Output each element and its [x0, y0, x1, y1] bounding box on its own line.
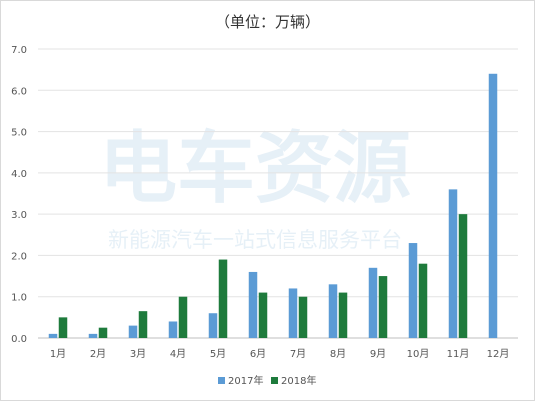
legend-swatch — [218, 377, 225, 384]
x-tick-label: 4月 — [170, 348, 186, 360]
bar-2018年-11月 — [458, 214, 468, 338]
x-tick-label: 5月 — [210, 348, 226, 360]
bars — [48, 73, 498, 339]
x-tick-label: 6月 — [250, 348, 266, 360]
bar-2018年-5月 — [218, 259, 228, 338]
legend-swatch — [271, 377, 278, 384]
x-tick-label: 3月 — [130, 348, 146, 360]
watermark-brand: 电车资源 — [99, 124, 411, 214]
watermark-slogan: 新能源汽车一站式信息服务平台 — [108, 228, 402, 252]
y-tick-label: 3.0 — [11, 210, 27, 221]
bar-2017年-9月 — [368, 267, 378, 338]
bar-2018年-1月 — [58, 317, 68, 338]
bar-2018年-3月 — [138, 311, 148, 338]
x-axis-ticks: 1月 2月 3月 4月 5月 6月 7月 8月 9月 10月 11月 12月 — [50, 348, 510, 360]
bar-2018年-9月 — [378, 276, 388, 338]
bar-2017年-3月 — [128, 325, 138, 338]
bar-2017年-2月 — [88, 333, 98, 338]
bar-2018年-2月 — [98, 327, 108, 338]
y-axis-ticks: 0.0 1.0 2.0 3.0 4.0 5.0 6.0 7.0 — [11, 45, 27, 345]
bar-2017年-6月 — [248, 271, 258, 338]
bar-2018年-4月 — [178, 296, 188, 338]
legend-label: 2017年 — [228, 374, 263, 387]
bar-2017年-5月 — [208, 313, 218, 338]
y-tick-label: 1.0 — [11, 293, 27, 304]
gridlines — [38, 48, 518, 339]
bar-2018年-8月 — [338, 292, 348, 338]
watermark: 电车资源 新能源汽车一站式信息服务平台 — [99, 124, 411, 252]
x-tick-label: 9月 — [370, 348, 386, 360]
x-tick-label: 10月 — [407, 348, 430, 360]
x-tick-label: 12月 — [487, 348, 510, 360]
bar-2017年-8月 — [328, 284, 338, 338]
y-tick-label: 7.0 — [11, 45, 27, 56]
y-tick-label: 0.0 — [11, 334, 27, 345]
bar-2017年-12月 — [488, 73, 498, 339]
y-tick-label: 5.0 — [11, 128, 27, 139]
x-tick-label: 11月 — [447, 348, 470, 360]
bar-2017年-1月 — [48, 333, 58, 338]
chart-title: （单位：万辆） — [214, 13, 320, 31]
bar-2018年-6月 — [258, 292, 268, 338]
x-tick-label: 8月 — [330, 348, 346, 360]
bar-2018年-7月 — [298, 296, 308, 338]
y-tick-label: 2.0 — [11, 251, 27, 262]
bar-2017年-4月 — [168, 321, 178, 338]
bar-2017年-10月 — [408, 243, 418, 338]
x-tick-label: 7月 — [290, 348, 306, 360]
y-tick-label: 4.0 — [11, 169, 27, 180]
bar-2017年-7月 — [288, 288, 298, 338]
legend-label: 2018年 — [281, 374, 316, 387]
x-tick-label: 1月 — [50, 348, 66, 360]
legend: 2017年 2018年 — [218, 374, 316, 387]
bar-2017年-11月 — [448, 189, 458, 338]
x-tick-label: 2月 — [90, 348, 106, 360]
y-tick-label: 6.0 — [11, 86, 27, 97]
bar-2018年-10月 — [418, 263, 428, 338]
